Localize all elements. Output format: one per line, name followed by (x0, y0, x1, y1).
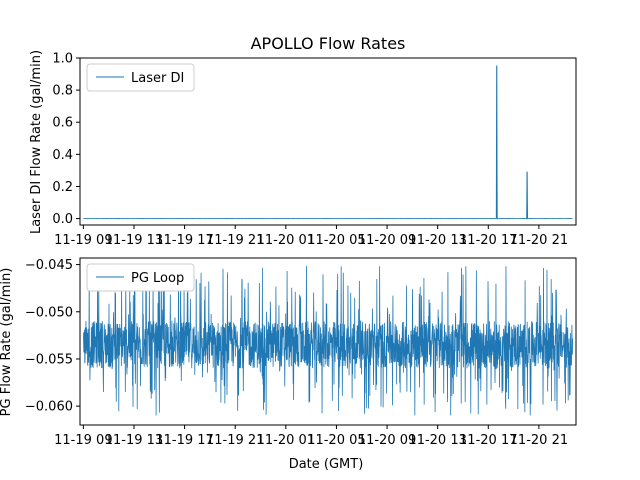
chart-title: APOLLO Flow Rates (251, 34, 406, 53)
x-tick-label: 11-20 17 (459, 233, 517, 248)
top-axes-frame (79, 57, 577, 226)
x-tick-label: 11-19 09 (54, 233, 112, 248)
y-tick-label: 0.0 (52, 212, 73, 227)
y-tick-label: 0.2 (52, 180, 73, 195)
x-tick-label: 11-20 13 (408, 433, 466, 448)
bottom-legend-frame (86, 263, 195, 292)
y-tick-label: −0.050 (25, 305, 73, 320)
x-tick-label: 11-20 21 (510, 233, 568, 248)
y-tick-label: 0.8 (52, 84, 73, 99)
x-tick-label: 11-20 09 (358, 433, 416, 448)
x-tick-label: 11-20 05 (307, 233, 365, 248)
x-tick-label: 11-20 17 (459, 433, 517, 448)
y-tick-label: 0.4 (52, 148, 73, 163)
x-tick-label: 11-19 09 (54, 433, 112, 448)
x-tick-label: 11-19 13 (105, 233, 163, 248)
y-tick-label: −0.060 (25, 400, 73, 415)
x-tick-label: 11-19 21 (206, 433, 264, 448)
top-legend-frame (86, 63, 195, 92)
top-y-axis-label: Laser DI Flow Rate (gal/min) (29, 50, 44, 234)
y-tick-label: −0.045 (25, 258, 73, 273)
x-tick-label: 11-20 01 (257, 433, 315, 448)
y-tick-label: 1.0 (52, 52, 73, 67)
x-tick-label: 11-20 05 (307, 433, 365, 448)
x-tick-label: 11-19 21 (206, 233, 264, 248)
x-tick-label: 11-20 21 (510, 433, 568, 448)
bottom-y-axis-label: PG Flow Rate (gal/min) (0, 268, 14, 417)
x-tick-label: 11-19 17 (155, 433, 213, 448)
x-tick-label: 11-20 09 (358, 233, 416, 248)
pg-loop-series-line (82, 266, 574, 416)
y-tick-label: −0.055 (25, 352, 73, 367)
bottom-legend-label: PG Loop (131, 271, 184, 286)
x-tick-label: 11-19 13 (105, 433, 163, 448)
laser-di-series-line (83, 65, 573, 220)
top-legend-label: Laser DI (131, 71, 184, 86)
bottom-axes-frame (79, 257, 577, 426)
x-tick-label: 11-20 13 (408, 233, 466, 248)
top-legend: Laser DI (86, 63, 195, 92)
x-axis-label: Date (GMT) (289, 457, 364, 472)
y-tick-label: 0.6 (52, 116, 73, 131)
bottom-legend: PG Loop (86, 263, 195, 292)
x-tick-label: 11-19 17 (155, 233, 213, 248)
x-tick-label: 11-20 01 (257, 233, 315, 248)
